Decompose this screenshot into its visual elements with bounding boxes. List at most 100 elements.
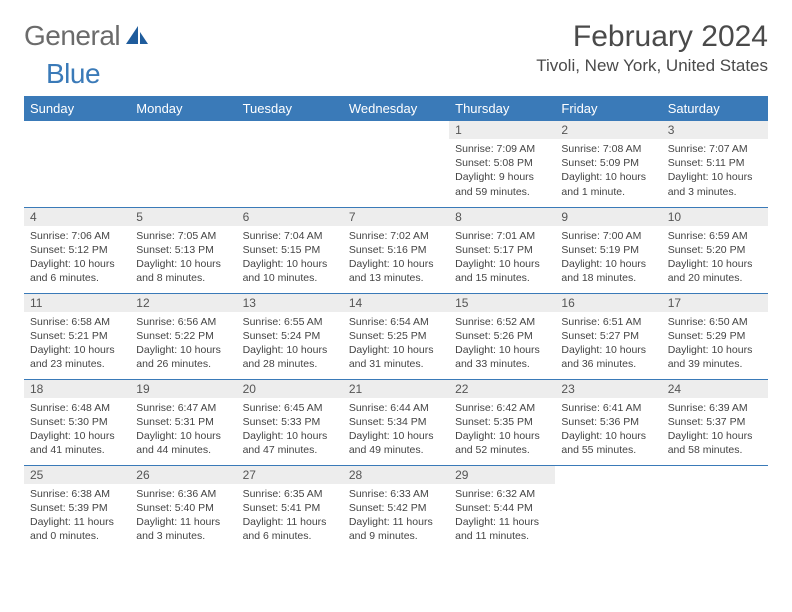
sunset-text: Sunset: 5:17 PM [455,243,549,257]
calendar-day-cell [130,121,236,207]
sunset-text: Sunset: 5:40 PM [136,501,230,515]
sunset-text: Sunset: 5:34 PM [349,415,443,429]
daylight-text: Daylight: 10 hours and 33 minutes. [455,343,549,371]
sunset-text: Sunset: 5:35 PM [455,415,549,429]
daylight-text: Daylight: 10 hours and 23 minutes. [30,343,124,371]
sunrise-text: Sunrise: 6:42 AM [455,401,549,415]
sunrise-text: Sunrise: 6:38 AM [30,487,124,501]
sunset-text: Sunset: 5:26 PM [455,329,549,343]
daylight-text: Daylight: 11 hours and 3 minutes. [136,515,230,543]
day-number: 11 [24,294,130,312]
sunset-text: Sunset: 5:21 PM [30,329,124,343]
sunrise-text: Sunrise: 7:07 AM [668,142,762,156]
calendar-week-row: 25 Sunrise: 6:38 AMSunset: 5:39 PM Dayligh… [24,465,768,551]
sunrise-text: Sunrise: 7:06 AM [30,229,124,243]
day-details: Sunrise: 7:07 AMSunset: 5:11 PMDaylight:… [662,139,768,203]
sunrise-text: Sunrise: 6:56 AM [136,315,230,329]
calendar-header-row: Sunday Monday Tuesday Wednesday Thursday… [24,96,768,121]
calendar-day-cell: 18 Sunrise: 6:48 AMSunset: 5:30 PMDayligh… [24,379,130,465]
sunrise-text: Sunrise: 6:50 AM [668,315,762,329]
day-details: Sunrise: 7:09 AMSunset: 5:08 PMDaylight:… [449,139,555,203]
daylight-text: Daylight: 10 hours and 39 minutes. [668,343,762,371]
day-number: 25 [24,466,130,484]
day-number: 27 [237,466,343,484]
day-details: Sunrise: 6:44 AMSunset: 5:34 PMDaylight:… [343,398,449,462]
calendar-day-cell: 8Sunrise: 7:01 AMSunset: 5:17 PMDaylight… [449,207,555,293]
sunrise-text: Sunrise: 6:35 AM [243,487,337,501]
day-number: 17 [662,294,768,312]
sunset-text: Sunset: 5:13 PM [136,243,230,257]
day-number: 28 [343,466,449,484]
sunset-text: Sunset: 5:09 PM [561,156,655,170]
day-details: Sunrise: 7:06 AMSunset: 5:12 PMDaylight:… [24,226,130,290]
calendar-day-cell: 25Sunrise: 6:38 AMSunset: 5:39 PMDayligh… [24,465,130,551]
daylight-text: Daylight: 10 hours and 49 minutes. [349,429,443,457]
day-number: 12 [130,294,236,312]
calendar-day-cell: 13Sunrise: 6:55 AMSunset: 5:24 PMDayligh… [237,293,343,379]
day-number: 22 [449,380,555,398]
daylight-text: Daylight: 10 hours and 15 minutes. [455,257,549,285]
calendar-day-cell: 12Sunrise: 6:56 AMSunset: 5:22 PMDayligh… [130,293,236,379]
sunset-text: Sunset: 5:25 PM [349,329,443,343]
sunset-text: Sunset: 5:16 PM [349,243,443,257]
daylight-text: Daylight: 11 hours and 9 minutes. [349,515,443,543]
sunrise-text: Sunrise: 6:41 AM [561,401,655,415]
sail-icon [124,24,150,51]
sunrise-text: Sunrise: 7:05 AM [136,229,230,243]
sunset-text: Sunset: 5:08 PM [455,156,549,170]
daylight-text: Daylight: 10 hours and 13 minutes. [349,257,443,285]
sunrise-text: Sunrise: 6:59 AM [668,229,762,243]
day-number: 3 [662,121,768,139]
day-details: Sunrise: 6:47 AMSunset: 5:31 PMDaylight:… [130,398,236,462]
day-number: 2 [555,121,661,139]
daylight-text: Daylight: 10 hours and 1 minute. [561,170,655,198]
sunset-text: Sunset: 5:11 PM [668,156,762,170]
day-number: 6 [237,208,343,226]
sunrise-text: Sunrise: 6:36 AM [136,487,230,501]
sunrise-text: Sunrise: 6:48 AM [30,401,124,415]
sunrise-text: Sunrise: 7:01 AM [455,229,549,243]
sunset-text: Sunset: 5:44 PM [455,501,549,515]
daylight-text: Daylight: 10 hours and 58 minutes. [668,429,762,457]
daylight-text: Daylight: 10 hours and 52 minutes. [455,429,549,457]
day-details: Sunrise: 7:01 AMSunset: 5:17 PMDaylight:… [449,226,555,290]
day-number: 4 [24,208,130,226]
sunrise-text: Sunrise: 6:44 AM [349,401,443,415]
daylight-text: Daylight: 10 hours and 3 minutes. [668,170,762,198]
sunrise-text: Sunrise: 6:58 AM [30,315,124,329]
calendar-day-cell: 23Sunrise: 6:41 AMSunset: 5:36 PMDayligh… [555,379,661,465]
day-number: 20 [237,380,343,398]
sunrise-text: Sunrise: 6:45 AM [243,401,337,415]
sunrise-text: Sunrise: 7:00 AM [561,229,655,243]
daylight-text: Daylight: 10 hours and 18 minutes. [561,257,655,285]
day-number: 16 [555,294,661,312]
calendar-day-cell: 28Sunrise: 6:33 AMSunset: 5:42 PMDayligh… [343,465,449,551]
daylight-text: Daylight: 10 hours and 47 minutes. [243,429,337,457]
day-details: Sunrise: 7:00 AMSunset: 5:19 PMDaylight:… [555,226,661,290]
sunset-text: Sunset: 5:12 PM [30,243,124,257]
calendar-day-cell: 24Sunrise: 6:39 AMSunset: 5:37 PMDayligh… [662,379,768,465]
day-details: Sunrise: 7:08 AMSunset: 5:09 PMDaylight:… [555,139,661,203]
calendar-day-cell [662,465,768,551]
day-number: 8 [449,208,555,226]
sunset-text: Sunset: 5:30 PM [30,415,124,429]
calendar-day-cell [555,465,661,551]
calendar-day-cell: 14Sunrise: 6:54 AMSunset: 5:25 PMDayligh… [343,293,449,379]
sunset-text: Sunset: 5:29 PM [668,329,762,343]
sunset-text: Sunset: 5:39 PM [30,501,124,515]
day-number: 29 [449,466,555,484]
daylight-text: Daylight: 10 hours and 31 minutes. [349,343,443,371]
day-number: 1 [449,121,555,139]
day-number: 23 [555,380,661,398]
daylight-text: Daylight: 10 hours and 41 minutes. [30,429,124,457]
sunset-text: Sunset: 5:37 PM [668,415,762,429]
day-details: Sunrise: 6:51 AMSunset: 5:27 PMDaylight:… [555,312,661,376]
day-number: 7 [343,208,449,226]
day-number: 18 [24,380,130,398]
sunset-text: Sunset: 5:15 PM [243,243,337,257]
sunset-text: Sunset: 5:33 PM [243,415,337,429]
calendar-body: 1Sunrise: 7:09 AMSunset: 5:08 PMDaylight… [24,121,768,551]
daylight-text: Daylight: 10 hours and 8 minutes. [136,257,230,285]
daylight-text: Daylight: 11 hours and 6 minutes. [243,515,337,543]
calendar-day-cell: 5Sunrise: 7:05 AMSunset: 5:13 PMDaylight… [130,207,236,293]
